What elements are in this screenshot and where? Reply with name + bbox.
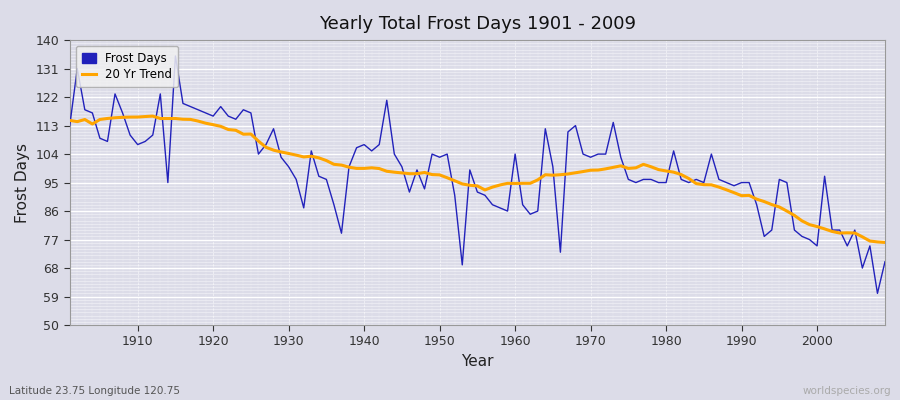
Title: Yearly Total Frost Days 1901 - 2009: Yearly Total Frost Days 1901 - 2009	[319, 15, 636, 33]
Text: Latitude 23.75 Longitude 120.75: Latitude 23.75 Longitude 120.75	[9, 386, 180, 396]
Y-axis label: Frost Days: Frost Days	[15, 142, 30, 222]
X-axis label: Year: Year	[461, 354, 493, 369]
Text: worldspecies.org: worldspecies.org	[803, 386, 891, 396]
Legend: Frost Days, 20 Yr Trend: Frost Days, 20 Yr Trend	[76, 46, 178, 87]
